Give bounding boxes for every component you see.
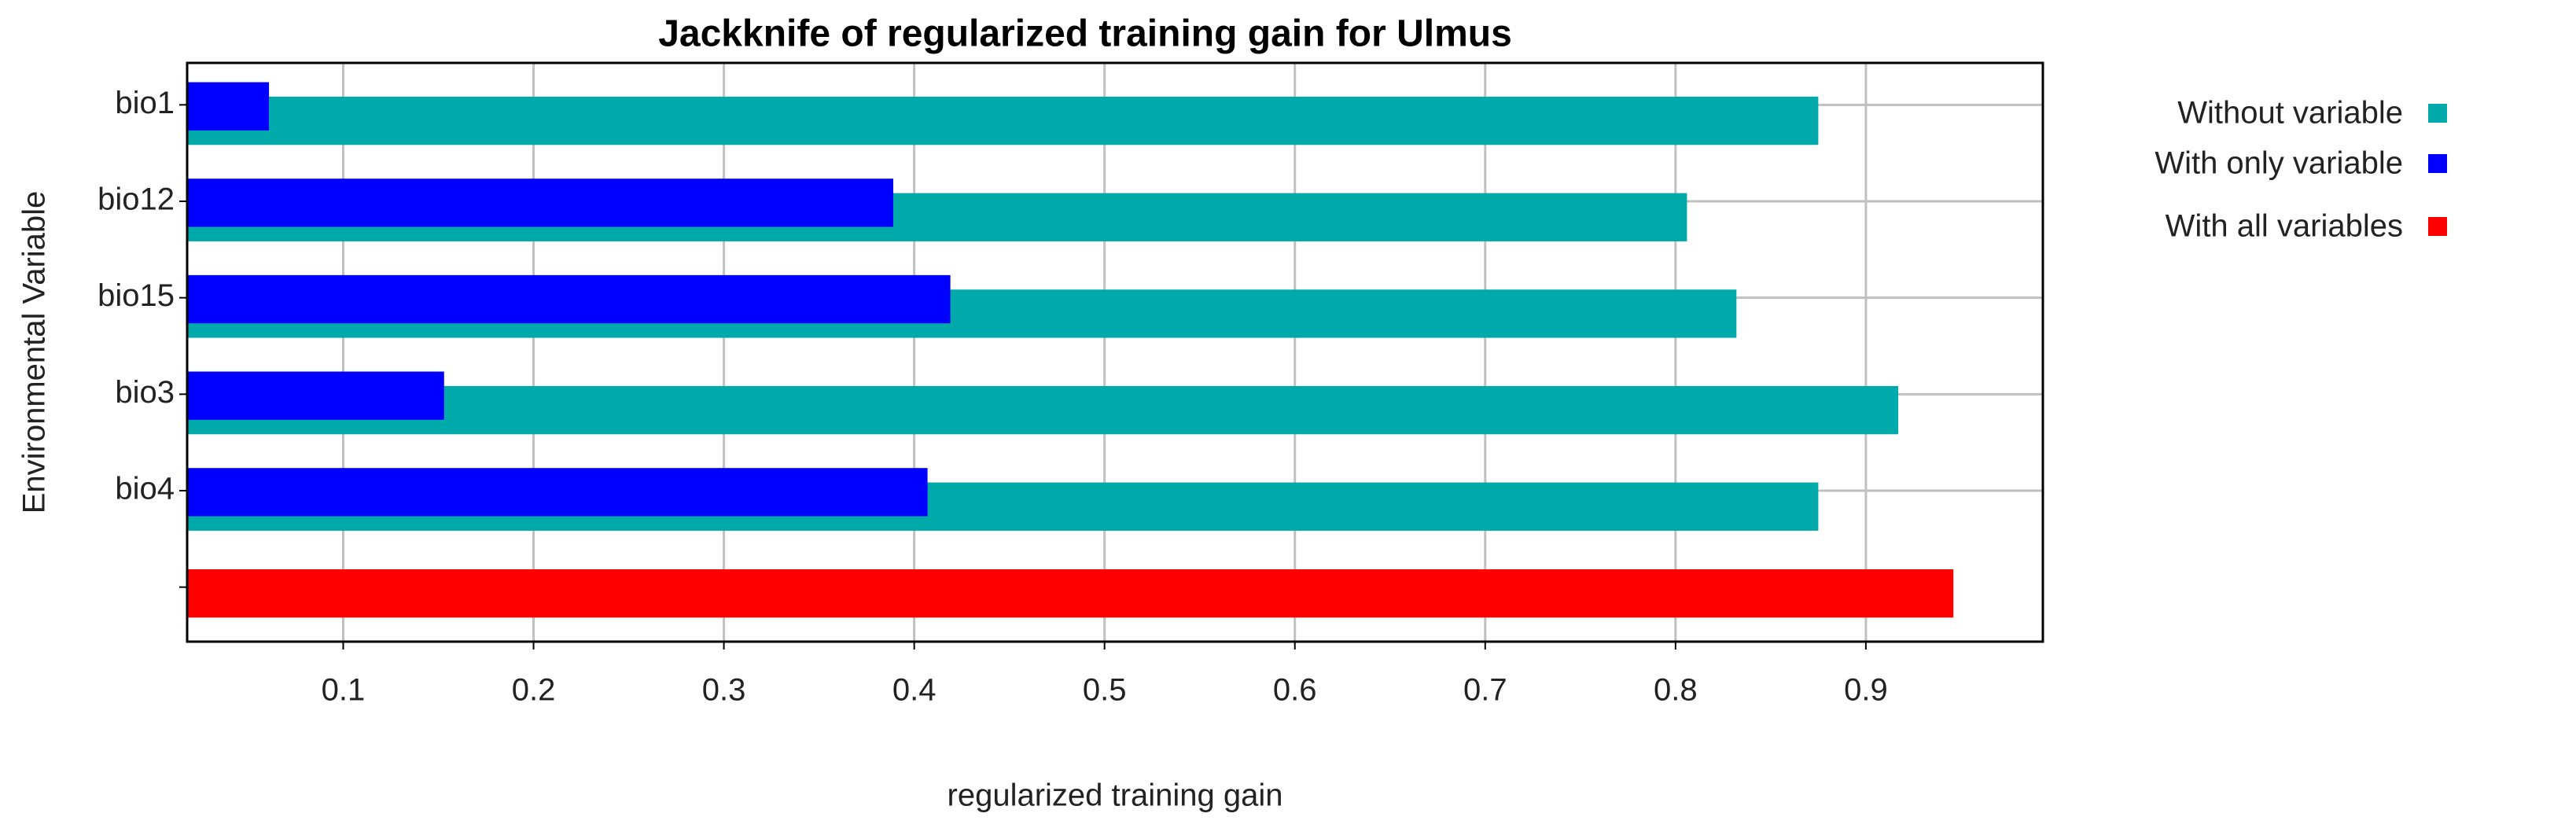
legend-label: With all variables xyxy=(2166,209,2403,244)
bar xyxy=(187,178,894,227)
y-tick-label: bio3 xyxy=(115,375,175,410)
bar xyxy=(187,569,1954,618)
x-tick-label: 0.4 xyxy=(892,673,937,708)
legend-swatch xyxy=(2428,104,2447,123)
legend-label: With only variable xyxy=(2155,146,2403,181)
x-tick-label: 0.5 xyxy=(1083,673,1127,708)
chart-title: Jackknife of regularized training gain f… xyxy=(658,13,1512,55)
x-tick-label: 0.1 xyxy=(322,673,366,708)
x-tick-label: 0.9 xyxy=(1844,673,1888,708)
plot-area xyxy=(187,63,2043,642)
bar xyxy=(187,82,270,131)
y-tick-label: bio15 xyxy=(98,278,175,313)
y-tick-label: bio12 xyxy=(98,182,175,217)
x-tick-label: 0.3 xyxy=(702,673,746,708)
legend-label: Without variable xyxy=(2177,96,2403,131)
bar xyxy=(187,371,444,420)
plot-frame xyxy=(186,61,2044,643)
x-tick-label: 0.6 xyxy=(1273,673,1317,708)
legend-swatch xyxy=(2428,154,2447,173)
x-tick-label: 0.2 xyxy=(512,673,556,708)
bar xyxy=(187,385,1899,435)
x-axis-label: regularized training gain xyxy=(948,778,1283,813)
y-axis-label: Environmental Variable xyxy=(17,191,52,514)
bar xyxy=(187,274,951,324)
y-tick-label: bio1 xyxy=(115,86,175,120)
x-tick-label: 0.7 xyxy=(1463,673,1507,708)
bar xyxy=(187,96,1819,145)
x-tick-label: 0.8 xyxy=(1654,673,1698,708)
legend-swatch xyxy=(2428,217,2447,236)
y-tick-label: bio4 xyxy=(115,472,175,506)
bar xyxy=(187,468,928,517)
